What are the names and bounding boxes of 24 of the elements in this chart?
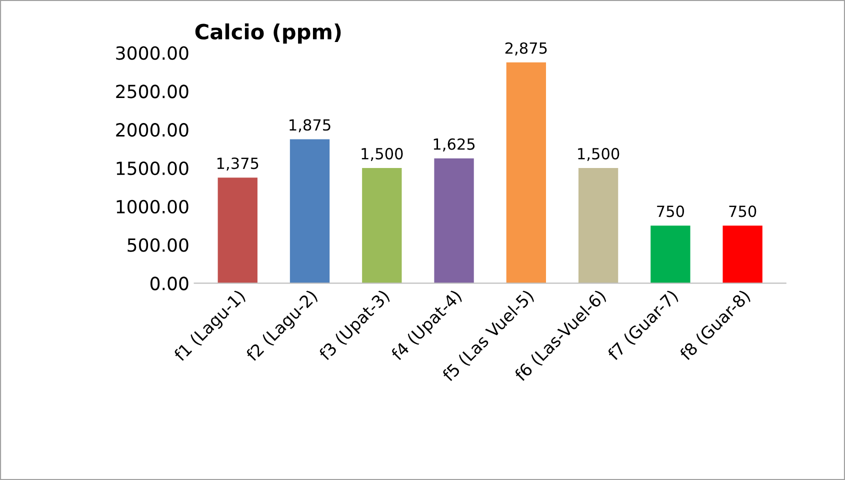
data-label: 750	[657, 206, 684, 218]
y-tick-label: 2000.00	[116, 123, 188, 137]
bar	[434, 158, 474, 284]
y-tick-label: 2500.00	[116, 84, 188, 98]
data-label: 1,375	[217, 158, 258, 171]
data-label: 1,500	[578, 148, 620, 162]
bar	[506, 62, 546, 284]
bar	[290, 139, 330, 284]
y-tick-label: 3000.00	[116, 46, 188, 60]
y-tick-label: 500.00	[128, 238, 188, 252]
bar	[650, 226, 690, 284]
chart-title: Calcio (ppm)	[195, 23, 341, 44]
bar	[578, 168, 618, 284]
data-label: 1,625	[434, 138, 475, 152]
bar	[362, 168, 402, 284]
bar	[722, 226, 762, 284]
data-label: 1,875	[290, 119, 330, 132]
bar	[218, 178, 258, 284]
y-tick-label: 0.00	[150, 276, 188, 290]
data-label: 2,875	[505, 42, 547, 56]
y-tick-label: 1500.00	[116, 161, 188, 176]
y-tick-label: 1000.00	[116, 200, 188, 214]
data-label: 750	[729, 206, 756, 218]
data-label: 1,500	[362, 148, 403, 162]
